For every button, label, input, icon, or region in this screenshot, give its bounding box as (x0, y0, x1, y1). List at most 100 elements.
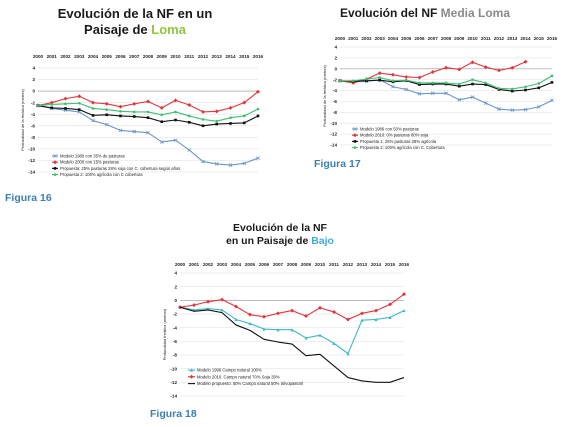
chart2-series-1-point (523, 107, 528, 112)
chart1-title-line1: Evolución de la NF en un (57, 6, 213, 21)
chart1-series-3-point (50, 106, 54, 110)
chart2-series-2-point (391, 72, 395, 77)
chart3-x-tick-label: 2004 (231, 262, 242, 267)
chart3-series-2-point (346, 317, 350, 322)
chart3-x-tick-label: 2000 (175, 262, 186, 267)
chart1-series-4-point (256, 107, 260, 111)
chart3-x-tick-label: 2014 (371, 262, 382, 267)
chart1-series-3-point (77, 108, 81, 111)
chart2-series-1-point (510, 108, 515, 113)
chart2-series-2-point (404, 74, 409, 79)
chart2-y-tick-label: 0 (334, 66, 337, 71)
chart1-series-2-point (104, 101, 109, 106)
chart1-y-tick-label: -12 (28, 158, 35, 163)
chart2-series-1-point (470, 95, 475, 99)
chart3-series-1-point (290, 328, 294, 332)
chart1-series-2-point (256, 89, 260, 94)
chart1-legend-marker (53, 160, 57, 165)
chart3-series-2-point (318, 305, 322, 310)
chart3-series-2-point (220, 297, 224, 302)
chart1-series-3-point (119, 114, 122, 118)
chart3-series-2-line (179, 293, 405, 321)
chart2-series-2-point (497, 68, 501, 73)
chart1-series-1-point (173, 138, 178, 143)
chart1-legend-entry: Propuesta 2: 100% agrícola con C cobertu… (60, 172, 143, 177)
chart1-series-1-point (159, 140, 164, 144)
chart1-series-4-point (77, 101, 81, 105)
chart2-series-2-point (483, 65, 488, 70)
chart1-x-tick-label: 2016 (253, 54, 264, 59)
chart2-series-4-point (457, 82, 461, 86)
chart1-title-accent: Loma (151, 22, 186, 38)
chart2-series-4-point (444, 81, 448, 85)
chart2-series-2-point (510, 65, 515, 70)
chart2-x-tick-label: 2005 (401, 36, 412, 41)
chart1-series-3-point (229, 122, 232, 125)
chart1-legend-marker (53, 173, 57, 176)
chart2-series-1-point (404, 87, 409, 92)
chart1-legend-marker (53, 154, 57, 158)
chart3-series-1-point (220, 308, 224, 312)
chart2-series-1-point (391, 84, 395, 89)
chart2-y-tick-label: -12 (330, 132, 337, 137)
chart2-legend-marker (353, 146, 357, 149)
chart1-series-1-point (201, 159, 205, 164)
chart1-title-line2: Paisaje de (84, 22, 148, 38)
chart2-series-2-point (430, 70, 435, 75)
chart3-y-tick-label: -8 (173, 353, 178, 358)
chart2-series-1-point (417, 91, 422, 96)
chart1-series-1-point (91, 118, 95, 123)
chart3-title-line2: en un Paisaje de (226, 235, 309, 248)
chart1-legend-entry: Modelo 2000 con 15% pasturas (60, 160, 119, 165)
chart1-series-2-point (63, 96, 68, 101)
chart2-series-3-point (510, 89, 514, 93)
chart1-x-tick-label: 2002 (60, 54, 71, 59)
chart1-series-2-point (77, 94, 82, 99)
chart3-figure-label: Figura 18 (150, 408, 197, 420)
chart3-x-tick-label: 2002 (203, 262, 214, 267)
chart1-series-1-point (187, 148, 192, 152)
chart1-series-4-point (36, 104, 40, 107)
chart1-series-3-point (64, 107, 67, 110)
chart3-series-2 (178, 292, 406, 322)
chart2-y-tick-label: 2 (334, 55, 337, 60)
chart1-x-tick-label: 2007 (129, 54, 140, 59)
chart2-y-tick-label: -6 (333, 99, 338, 104)
chart2-title: Evolución del NF Media Loma (330, 6, 520, 21)
chart2-series-4-point (404, 78, 408, 82)
chart2-series-1-point (430, 91, 435, 96)
chart2-series-4-point (550, 74, 554, 78)
chart1-series-2-point (173, 98, 178, 103)
chart1-x-tick-label: 2006 (115, 54, 126, 59)
chart1-x-tick-label: 2013 (212, 54, 223, 59)
chart3-x-tick-label: 2001 (189, 262, 200, 267)
chart1-series-4-point (91, 107, 95, 110)
chart2-legend-marker (353, 127, 357, 131)
chart3-series-2-point (332, 309, 336, 314)
chart3-legend-entry: Modelo propuesto: 50% Campo natural 50% … (197, 381, 303, 386)
chart2-legend-entry: Propuesta 2: 100% agrícola con C. Cobert… (360, 145, 445, 150)
chart2-y-tick-label: 4 (334, 45, 337, 50)
chart1-series-1-point (104, 122, 109, 127)
chart1-series-4-point (187, 114, 191, 118)
chart2-legend-marker (353, 133, 357, 138)
chart2-y-axis-label: Profundidad de la freática (metros) (322, 65, 327, 127)
chart1-y-tick-label: -10 (28, 146, 35, 151)
chart3-series-1-point (304, 336, 308, 340)
chart1-series-3-point (187, 121, 191, 124)
chart2-series-2-point (444, 65, 448, 70)
chart1-series-4-point (201, 118, 205, 121)
chart2-x-tick-label: 2009 (454, 36, 465, 41)
chart2-series-4-point (351, 79, 355, 83)
chart1-y-axis-label: Profundidad de la freática (metros) (20, 89, 25, 151)
chart2-x-tick-label: 2013 (507, 36, 518, 41)
chart2-series-4-point (418, 81, 421, 85)
chart3-series-2-point (262, 314, 266, 319)
chart2-series-1-point (457, 97, 462, 102)
chart2-series-2-point (523, 59, 528, 64)
chart2-figure-label: Figura 17 (314, 158, 361, 170)
chart3-x-tick-label: 2010 (315, 262, 326, 267)
chart1-series-3-point (160, 120, 164, 124)
chart2-series-1-point (483, 101, 488, 105)
